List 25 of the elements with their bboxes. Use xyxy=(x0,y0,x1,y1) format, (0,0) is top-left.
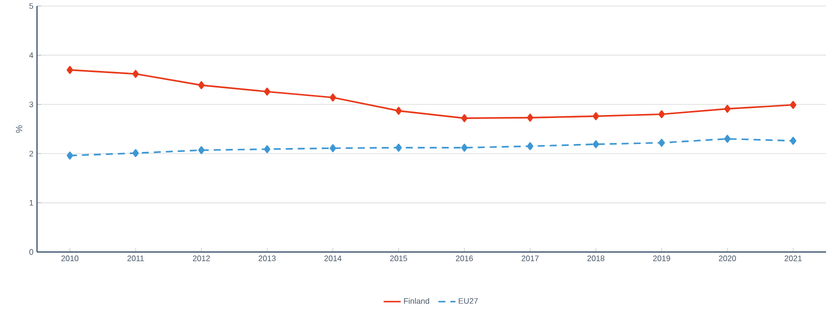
point xyxy=(330,144,336,152)
point xyxy=(526,142,534,150)
y-axis-title: % xyxy=(16,125,22,133)
point xyxy=(132,70,139,78)
point xyxy=(198,146,205,154)
point xyxy=(461,144,468,152)
point xyxy=(592,140,600,148)
point xyxy=(264,88,270,96)
point xyxy=(790,100,796,109)
point xyxy=(66,152,74,160)
point xyxy=(461,114,468,122)
point xyxy=(658,138,665,147)
point xyxy=(395,144,402,152)
point xyxy=(198,81,205,90)
point xyxy=(658,110,665,118)
point xyxy=(330,94,336,102)
point xyxy=(66,66,74,74)
point xyxy=(790,136,796,145)
point xyxy=(592,112,600,120)
point xyxy=(724,104,731,113)
point xyxy=(395,106,402,115)
point xyxy=(132,149,139,158)
point xyxy=(526,114,534,122)
point xyxy=(724,134,731,143)
point xyxy=(264,145,270,154)
